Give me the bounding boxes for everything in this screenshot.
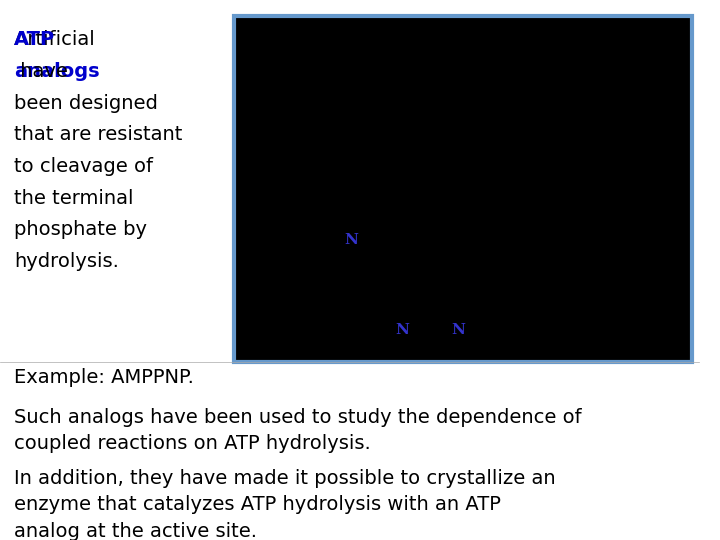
FancyBboxPatch shape bbox=[234, 16, 692, 362]
Text: N: N bbox=[451, 323, 465, 338]
Text: have: have bbox=[14, 62, 68, 81]
Text: Such analogs have been used to study the dependence of: Such analogs have been used to study the… bbox=[14, 408, 582, 427]
Text: Artificial: Artificial bbox=[14, 30, 101, 49]
Text: N: N bbox=[395, 323, 409, 338]
Text: coupled reactions on ATP hydrolysis.: coupled reactions on ATP hydrolysis. bbox=[14, 434, 371, 454]
Text: In addition, they have made it possible to crystallize an: In addition, they have made it possible … bbox=[14, 469, 556, 488]
Text: analog at the active site.: analog at the active site. bbox=[14, 522, 257, 540]
Text: enzyme that catalyzes ATP hydrolysis with an ATP: enzyme that catalyzes ATP hydrolysis wit… bbox=[14, 495, 501, 514]
Text: N: N bbox=[345, 233, 359, 247]
Text: the terminal: the terminal bbox=[14, 188, 133, 208]
Text: been designed: been designed bbox=[14, 93, 158, 112]
Text: hydrolysis.: hydrolysis. bbox=[14, 252, 119, 271]
Text: phosphate by: phosphate by bbox=[14, 220, 147, 239]
Text: Example: AMPPNP.: Example: AMPPNP. bbox=[14, 368, 194, 387]
Text: to cleavage of: to cleavage of bbox=[14, 157, 153, 176]
Text: ATP: ATP bbox=[14, 30, 55, 49]
Text: that are resistant: that are resistant bbox=[14, 125, 182, 144]
Text: analogs: analogs bbox=[14, 62, 99, 81]
